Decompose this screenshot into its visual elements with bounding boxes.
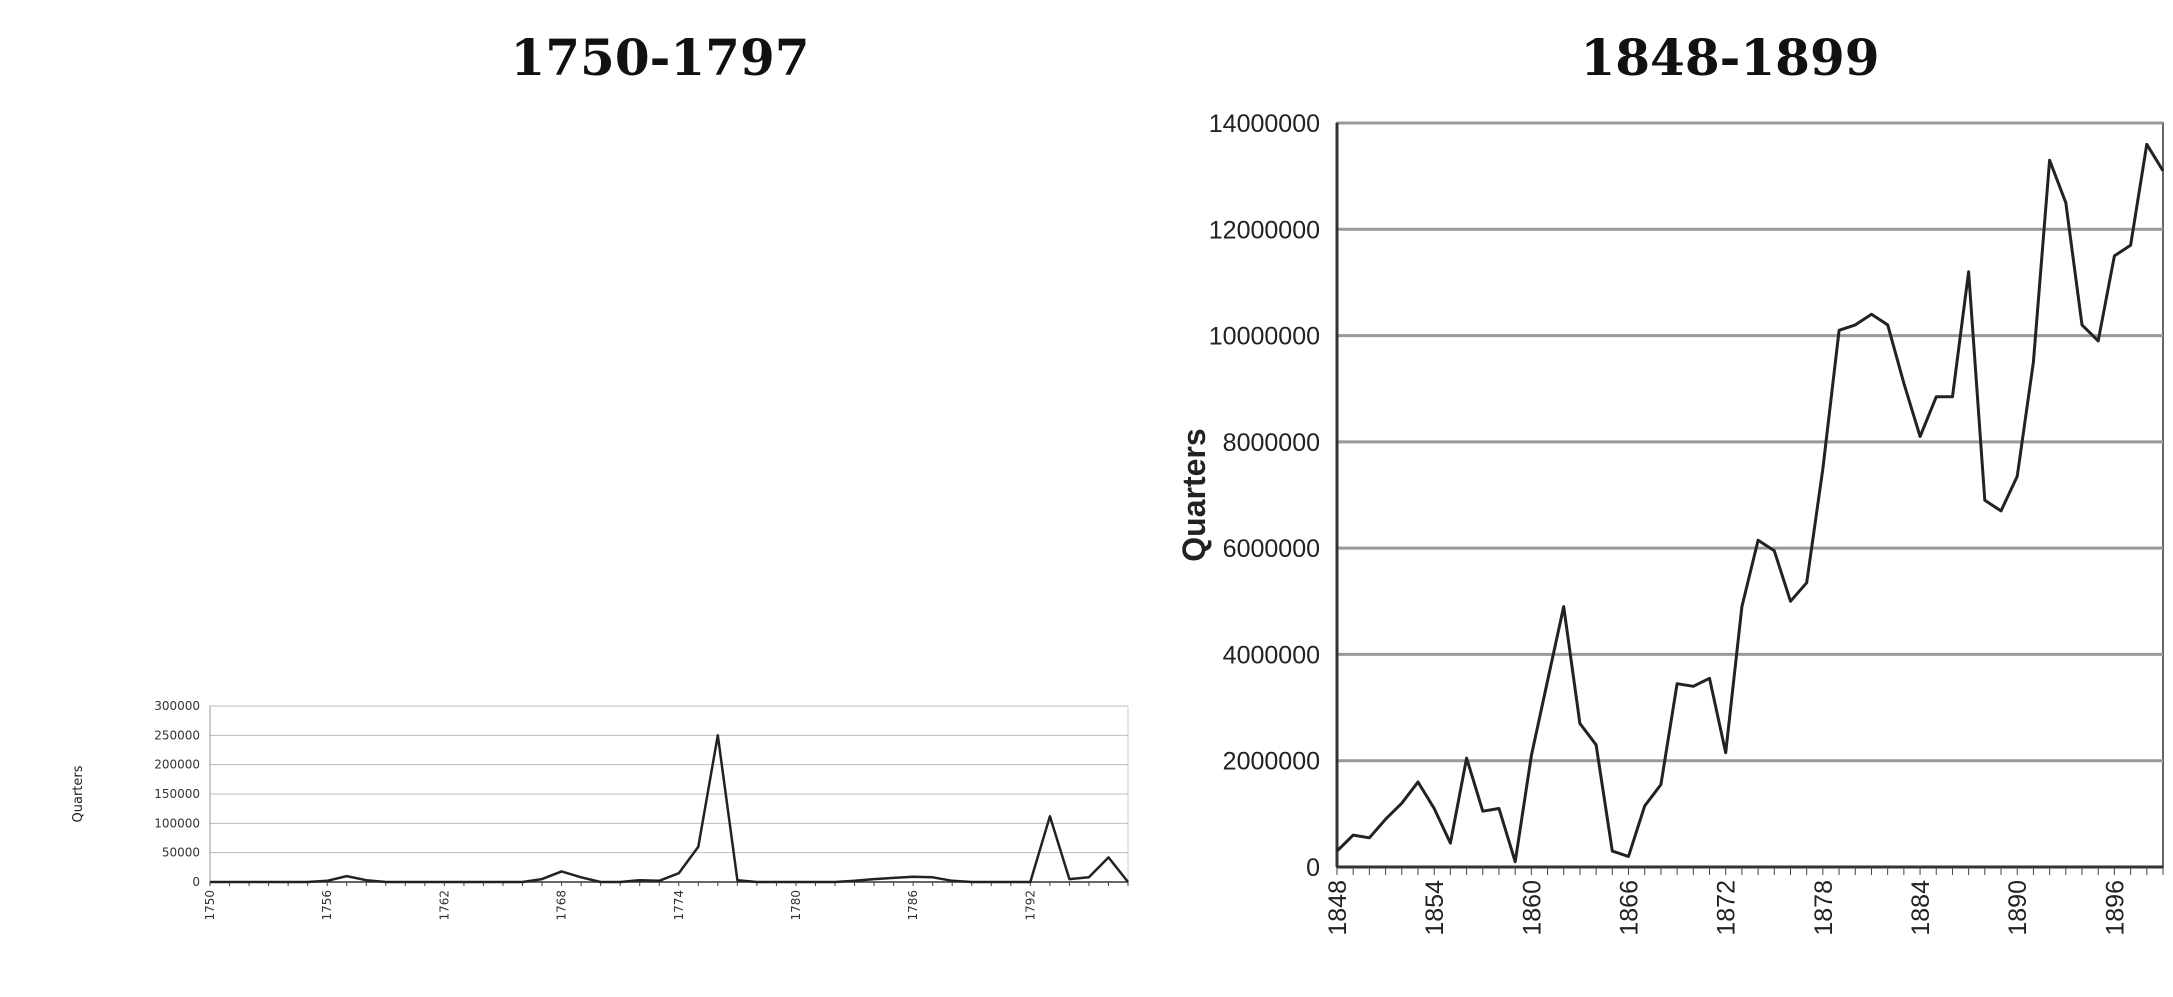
right-x-tick-label: 1872	[1713, 880, 1741, 936]
right-x-tick-label: 1890	[2004, 880, 2032, 936]
right-y-tick-label: 10000000	[1209, 323, 1320, 351]
right-y-tick-label: 6000000	[1223, 535, 1320, 563]
right-x-tick-label: 1884	[1907, 880, 1935, 936]
right-x-tick-label: 1854	[1421, 880, 1449, 936]
right-x-tick-label: 1896	[2101, 880, 2129, 936]
right-x-tick-label: 1848	[1324, 880, 1352, 936]
left-x-tick-label: 1750	[203, 890, 217, 921]
left-y-tick-label: 300000	[154, 699, 200, 713]
left-y-tick-label: 50000	[162, 846, 200, 860]
right-y-tick-label: 2000000	[1223, 748, 1320, 776]
left-line-chart: 0 50000 100000 150000 200000 250000 300000 1750…	[71, 699, 1129, 921]
right-chart-title: 1848-1899	[1580, 28, 1880, 87]
left-x-tick-label: 1768	[555, 890, 569, 921]
left-series-line	[210, 734, 1129, 884]
right-y-tick-label: 4000000	[1223, 641, 1320, 669]
right-plot-frame	[1336, 122, 2164, 868]
right-y-tick-label: 14000000	[1209, 110, 1320, 138]
right-series-line	[1335, 142, 2165, 864]
left-x-tick-label: 1762	[437, 890, 451, 921]
left-x-tick-label: 1792	[1023, 890, 1037, 921]
right-x-tick-label: 1878	[1810, 880, 1838, 936]
right-y-tick-label: 12000000	[1209, 216, 1320, 244]
left-y-tick-label: 100000	[154, 816, 200, 830]
right-y-tick-label: 8000000	[1223, 429, 1320, 457]
left-y-tick-label: 200000	[154, 758, 200, 772]
left-x-tick-label: 1774	[672, 890, 686, 921]
right-x-tick-label: 1860	[1518, 880, 1546, 936]
right-y-tick-label: 0	[1306, 854, 1320, 882]
left-x-tick-label: 1786	[906, 890, 920, 921]
right-x-tick-label: 1866	[1616, 880, 1644, 936]
left-chart-title: 1750-1797	[510, 28, 810, 87]
left-y-tick-label: 0	[192, 875, 200, 889]
right-y-axis-label: Quarters	[1176, 428, 1212, 561]
left-y-tick-label: 150000	[154, 787, 200, 801]
left-x-tick-label: 1756	[320, 890, 334, 921]
left-y-tick-label: 250000	[154, 728, 200, 742]
left-y-axis-label: Quarters	[71, 765, 86, 822]
left-x-tick-label: 1780	[789, 890, 803, 921]
right-line-chart: 0 2000000 4000000 6000000 8000000 10000000 120…	[1176, 110, 2165, 936]
